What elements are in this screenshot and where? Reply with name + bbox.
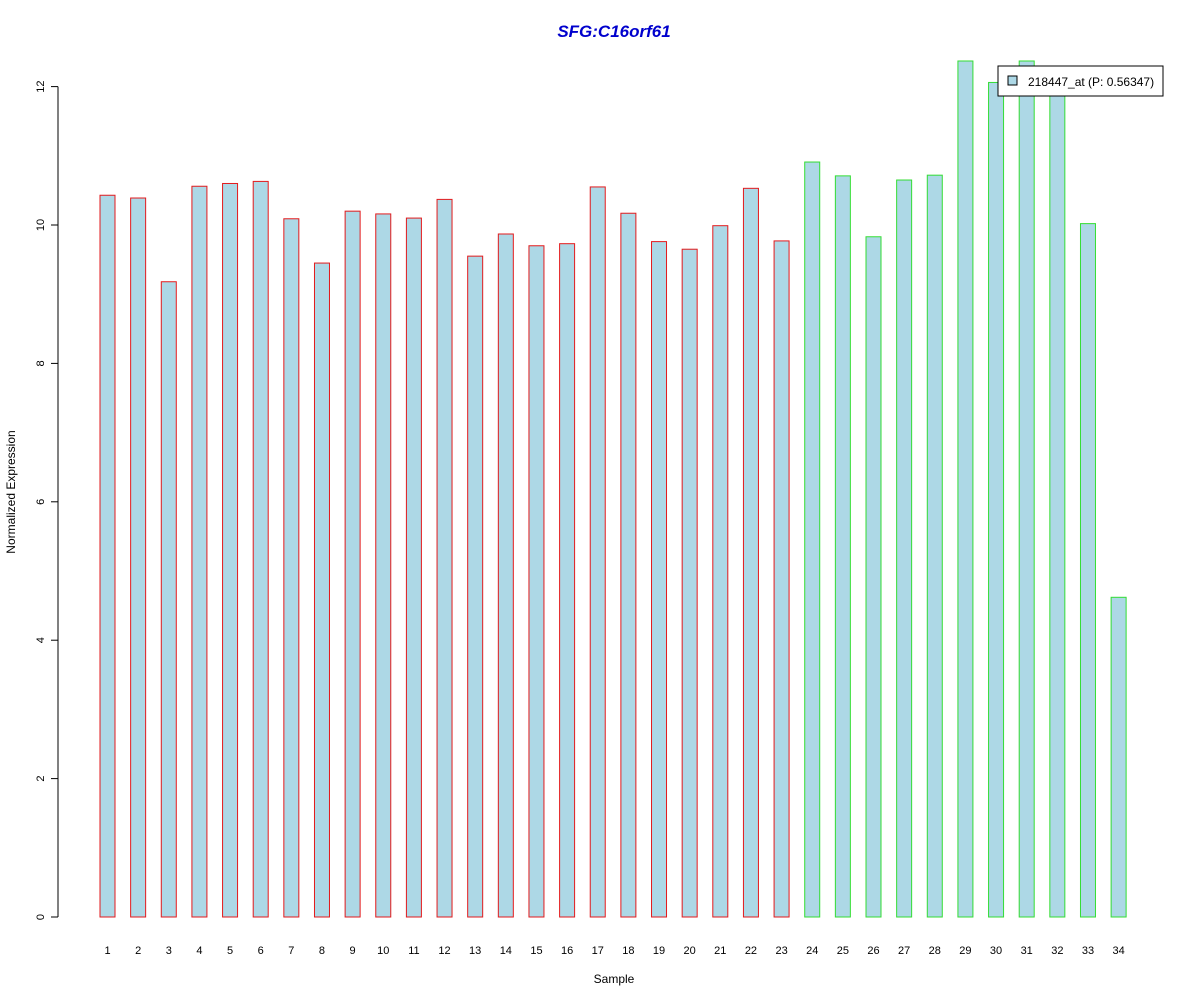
bar-sample-33 <box>1079 223 1096 918</box>
bar-sample-23 <box>773 240 790 918</box>
x-tick-label: 34 <box>1112 945 1124 957</box>
bar-sample-11 <box>405 217 422 918</box>
bar-sample-5 <box>222 182 239 918</box>
bar-sample-14 <box>497 233 514 918</box>
bar-sample-26 <box>865 236 882 918</box>
chart-title: SFG:C16orf61 <box>557 22 670 41</box>
x-tick-label: 30 <box>990 945 1002 957</box>
legend-box <box>997 65 1164 97</box>
y-tick-label: 8 <box>35 360 47 366</box>
bar-sample-29 <box>957 60 974 918</box>
y-axis: 0 2 4 6 8 10 12 <box>35 80 59 920</box>
x-tick-label: 24 <box>806 945 818 957</box>
x-tick-label: 5 <box>227 945 233 957</box>
x-tick-label: 21 <box>714 945 726 957</box>
x-tick-label: 16 <box>561 945 573 957</box>
x-tick-label: 2 <box>135 945 141 957</box>
bar-sample-15 <box>528 245 545 918</box>
bar-sample-10 <box>375 213 392 918</box>
x-tick-label: 13 <box>469 945 481 957</box>
x-tick-label: 26 <box>867 945 879 957</box>
bar-sample-12 <box>436 198 453 918</box>
bar-sample-17 <box>589 186 606 918</box>
y-tick-label: 6 <box>35 499 47 505</box>
x-axis-label: Sample <box>594 972 635 986</box>
legend-label: 218447_at (P: 0.56347) <box>1028 75 1154 89</box>
y-tick-label: 4 <box>35 637 47 643</box>
bar-sample-25 <box>834 175 851 918</box>
bar-sample-7 <box>283 218 300 918</box>
bar-sample-8 <box>313 262 330 918</box>
y-tick-label: 0 <box>35 914 47 920</box>
bar-sample-24 <box>804 161 821 918</box>
bar-sample-21 <box>712 225 729 918</box>
x-tick-label: 3 <box>166 945 172 957</box>
bar-sample-13 <box>467 255 484 918</box>
bar-sample-31 <box>1018 60 1035 918</box>
x-tick-label: 27 <box>898 945 910 957</box>
x-tick-label: 15 <box>530 945 542 957</box>
bars <box>99 60 1127 918</box>
legend: 218447_at (P: 0.56347) <box>997 65 1164 97</box>
bar-sample-9 <box>344 210 361 918</box>
x-tick-label: 23 <box>775 945 787 957</box>
x-tick-label: 20 <box>684 945 696 957</box>
x-tick-label: 12 <box>438 945 450 957</box>
x-tick-label: 1 <box>104 945 110 957</box>
y-tick-label: 12 <box>35 80 47 92</box>
bar-sample-34 <box>1110 596 1127 918</box>
x-tick-label: 32 <box>1051 945 1063 957</box>
bar-sample-20 <box>681 248 698 918</box>
bar-sample-1 <box>99 194 116 918</box>
bar-sample-6 <box>252 180 269 918</box>
x-tick-label: 10 <box>377 945 389 957</box>
x-tick-label: 14 <box>500 945 512 957</box>
y-tick-label: 2 <box>35 776 47 782</box>
x-tick-label: 18 <box>622 945 634 957</box>
legend-swatch <box>1007 75 1018 86</box>
x-tick-label: 19 <box>653 945 665 957</box>
x-tick-labels: 1 2 3 4 5 6 7 8 9 10 11 12 13 14 15 16 17 18 19 20 21 22 23 24 2… <box>104 945 1124 957</box>
x-tick-label: 6 <box>258 945 264 957</box>
y-tick-label: 10 <box>35 219 47 231</box>
x-tick-label: 11 <box>408 945 419 957</box>
x-tick-label: 25 <box>837 945 849 957</box>
bar-sample-3 <box>160 281 177 918</box>
bar-sample-18 <box>620 212 637 918</box>
x-tick-label: 31 <box>1021 945 1033 957</box>
x-tick-label: 29 <box>959 945 971 957</box>
x-tick-label: 33 <box>1082 945 1094 957</box>
x-tick-label: 17 <box>592 945 604 957</box>
x-tick-label: 7 <box>288 945 294 957</box>
bar-sample-22 <box>742 187 759 918</box>
x-tick-label: 4 <box>196 945 202 957</box>
bar-sample-4 <box>191 185 208 918</box>
x-tick-label: 28 <box>929 945 941 957</box>
bar-sample-16 <box>559 243 576 918</box>
x-tick-label: 8 <box>319 945 325 957</box>
bar-sample-28 <box>926 174 943 918</box>
bar-sample-32 <box>1049 85 1066 918</box>
x-tick-label: 9 <box>350 945 356 957</box>
bar-sample-27 <box>896 179 913 918</box>
bar-sample-19 <box>651 241 668 918</box>
x-tick-label: 22 <box>745 945 757 957</box>
bar-sample-2 <box>130 197 147 918</box>
y-axis-label: Normalized Expression <box>4 430 18 553</box>
bar-sample-30 <box>988 81 1005 918</box>
